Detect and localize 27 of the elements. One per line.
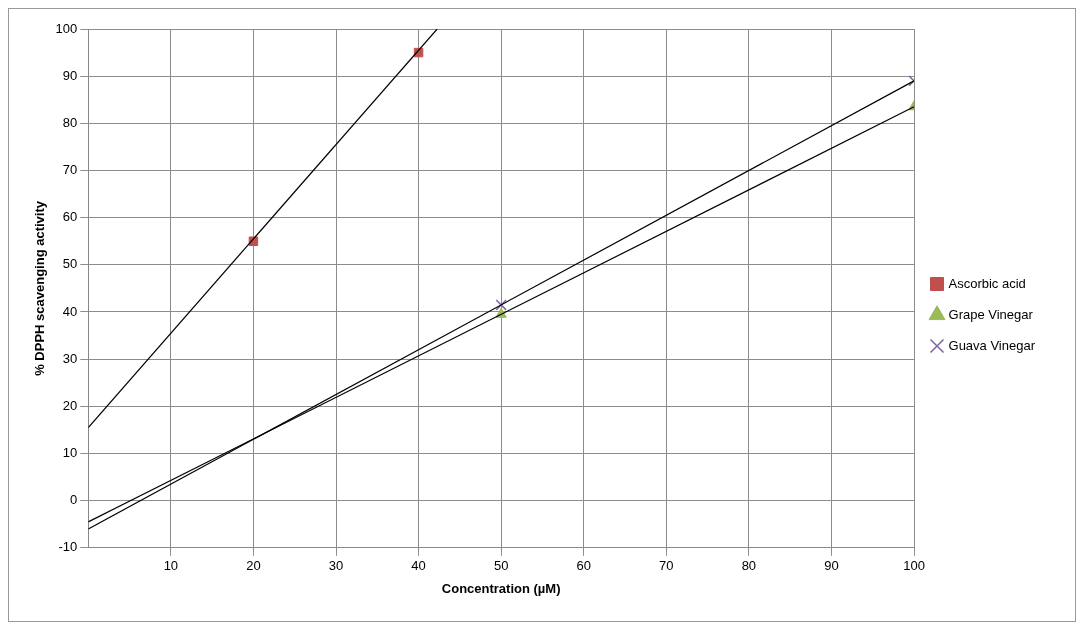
y-tick-label: -10 bbox=[58, 539, 78, 555]
x-axis-title: Concentration (µM) bbox=[441, 580, 561, 596]
x-tick-label: 100 bbox=[903, 558, 925, 574]
legend-label: Ascorbic acid bbox=[948, 275, 1026, 291]
legend-label: Guava Vinegar bbox=[948, 337, 1036, 353]
y-tick-label: 70 bbox=[62, 162, 78, 178]
y-tick-label: 40 bbox=[62, 303, 78, 319]
legend-label: Grape Vinegar bbox=[948, 306, 1034, 322]
y-tick-label: 20 bbox=[62, 397, 78, 413]
y-tick-label: 0 bbox=[70, 492, 78, 508]
x-tick-label: 80 bbox=[741, 558, 757, 574]
y-tick-label: 30 bbox=[62, 350, 78, 366]
x-tick-label: 40 bbox=[411, 558, 426, 574]
y-tick-label: 100 bbox=[55, 20, 78, 36]
x-tick-label: 90 bbox=[824, 558, 839, 574]
x-tick-label: 20 bbox=[246, 558, 261, 574]
x-tick-label: 30 bbox=[328, 558, 344, 574]
x-tick-label: 10 bbox=[163, 558, 179, 574]
y-tick-label: 50 bbox=[62, 256, 78, 272]
y-axis-title: % DPPH scavenging activity bbox=[32, 200, 48, 376]
x-tick-label: 70 bbox=[659, 558, 674, 574]
x-tick-label: 50 bbox=[493, 558, 509, 574]
x-tick-label: 60 bbox=[576, 558, 591, 574]
y-tick-label: 90 bbox=[62, 67, 78, 83]
y-tick-label: 10 bbox=[62, 445, 78, 461]
y-tick-label: 80 bbox=[62, 114, 78, 130]
y-tick-label: 60 bbox=[62, 209, 78, 225]
